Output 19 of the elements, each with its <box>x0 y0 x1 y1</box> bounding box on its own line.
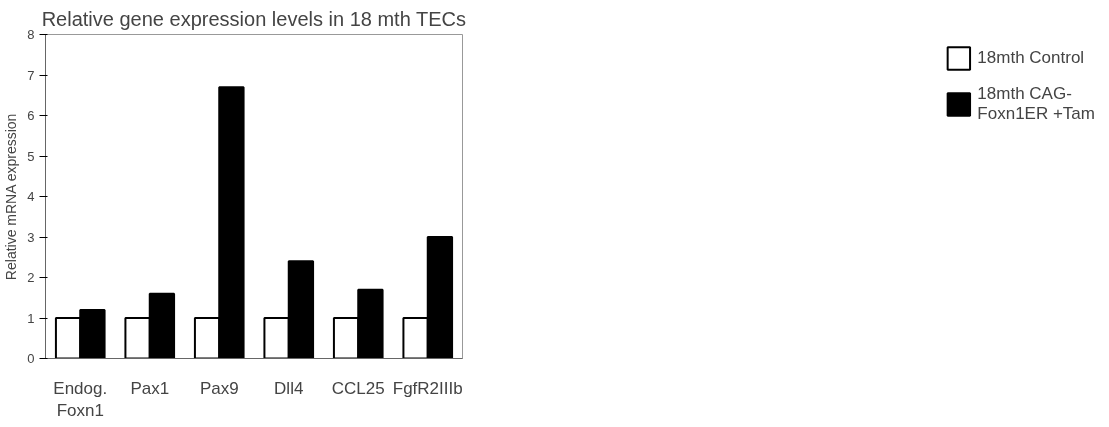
y-axis-title: Relative mRNA expression <box>3 113 20 281</box>
x-tick-label: Endog. Foxn1 <box>53 378 108 421</box>
x-tick-label: Dll4 <box>274 378 304 398</box>
y-tick-label: 3 <box>27 229 35 245</box>
x-tick-label: Pax1 <box>130 378 170 398</box>
y-tick-label: 6 <box>27 108 35 123</box>
y-tick-label: 5 <box>27 148 35 164</box>
y-tick-label: 7 <box>27 67 35 83</box>
y-tick-label: 0 <box>27 351 35 366</box>
x-tick-label: FgfR2IIIb <box>392 378 463 398</box>
x-tick-label: CCL25 <box>331 378 385 398</box>
y-tick-label: 8 <box>27 27 35 42</box>
x-tick-label: Pax9 <box>199 378 239 398</box>
chart-title: Relative gene expression levels in 18 mth TECs <box>41 7 466 30</box>
y-tick-label: 1 <box>27 310 35 326</box>
y-tick-label: 4 <box>27 189 35 204</box>
legend-label: 18mth Control <box>977 48 1085 68</box>
legend-label: 18mth CAG- Foxn1ER +Tam <box>977 84 1095 124</box>
y-tick-label: 2 <box>27 270 35 285</box>
